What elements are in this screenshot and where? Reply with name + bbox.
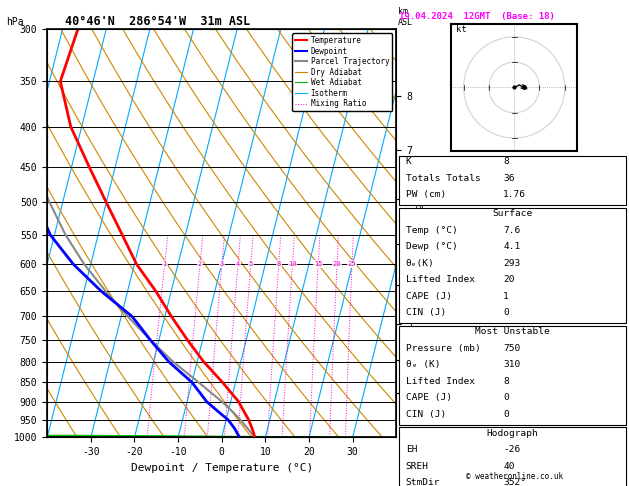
Text: θₑ(K): θₑ(K) [406,259,435,268]
Text: Dewp (°C): Dewp (°C) [406,242,457,251]
Text: -26: -26 [503,445,520,454]
Y-axis label: Mixing Ratio (g/kg): Mixing Ratio (g/kg) [415,182,424,284]
Text: Pressure (mb): Pressure (mb) [406,344,481,353]
Text: Surface: Surface [493,209,533,218]
Text: 3: 3 [220,261,224,267]
Text: Most Unstable: Most Unstable [476,327,550,336]
Text: 0: 0 [503,410,509,419]
Text: 8: 8 [503,377,509,386]
Text: Hodograph: Hodograph [487,429,538,438]
Text: 4.1: 4.1 [503,242,520,251]
Text: 8: 8 [503,157,509,166]
Text: LCL: LCL [401,415,415,424]
Text: 20: 20 [333,261,342,267]
Text: 5: 5 [248,261,253,267]
Text: 36: 36 [503,174,515,183]
Text: 7.6: 7.6 [503,226,520,235]
Text: K: K [406,157,411,166]
X-axis label: Dewpoint / Temperature (°C): Dewpoint / Temperature (°C) [131,463,313,473]
Text: 0: 0 [503,393,509,402]
Text: 20: 20 [503,275,515,284]
Text: Temp (°C): Temp (°C) [406,226,457,235]
Text: 40: 40 [503,462,515,471]
Text: 293: 293 [503,259,520,268]
Text: SREH: SREH [406,462,429,471]
Text: CAPE (J): CAPE (J) [406,393,452,402]
Text: 4: 4 [236,261,240,267]
Text: 15: 15 [314,261,323,267]
Text: Totals Totals: Totals Totals [406,174,481,183]
Text: StmDir: StmDir [406,478,440,486]
Text: 8: 8 [277,261,281,267]
Text: 2: 2 [198,261,202,267]
Text: 25: 25 [348,261,356,267]
Text: 352°: 352° [503,478,526,486]
Text: 1: 1 [162,261,167,267]
Text: © weatheronline.co.uk: © weatheronline.co.uk [465,472,563,481]
Text: 19.04.2024  12GMT  (Base: 18): 19.04.2024 12GMT (Base: 18) [399,12,555,21]
Text: Lifted Index: Lifted Index [406,377,475,386]
Text: hPa: hPa [6,17,24,27]
Text: kt: kt [456,25,467,34]
Text: 40°46'N  286°54'W  31m ASL: 40°46'N 286°54'W 31m ASL [65,15,250,28]
Text: CIN (J): CIN (J) [406,308,446,317]
Text: 1: 1 [503,292,509,301]
Text: 310: 310 [503,360,520,369]
Text: 750: 750 [503,344,520,353]
Text: θₑ (K): θₑ (K) [406,360,440,369]
Text: CAPE (J): CAPE (J) [406,292,452,301]
Text: CIN (J): CIN (J) [406,410,446,419]
Legend: Temperature, Dewpoint, Parcel Trajectory, Dry Adiabat, Wet Adiabat, Isotherm, Mi: Temperature, Dewpoint, Parcel Trajectory… [292,33,392,111]
Text: 0: 0 [503,308,509,317]
Text: PW (cm): PW (cm) [406,190,446,199]
Text: EH: EH [406,445,417,454]
Text: km
ASL: km ASL [398,7,413,27]
Text: 10: 10 [288,261,297,267]
Text: Lifted Index: Lifted Index [406,275,475,284]
Text: 1.76: 1.76 [503,190,526,199]
